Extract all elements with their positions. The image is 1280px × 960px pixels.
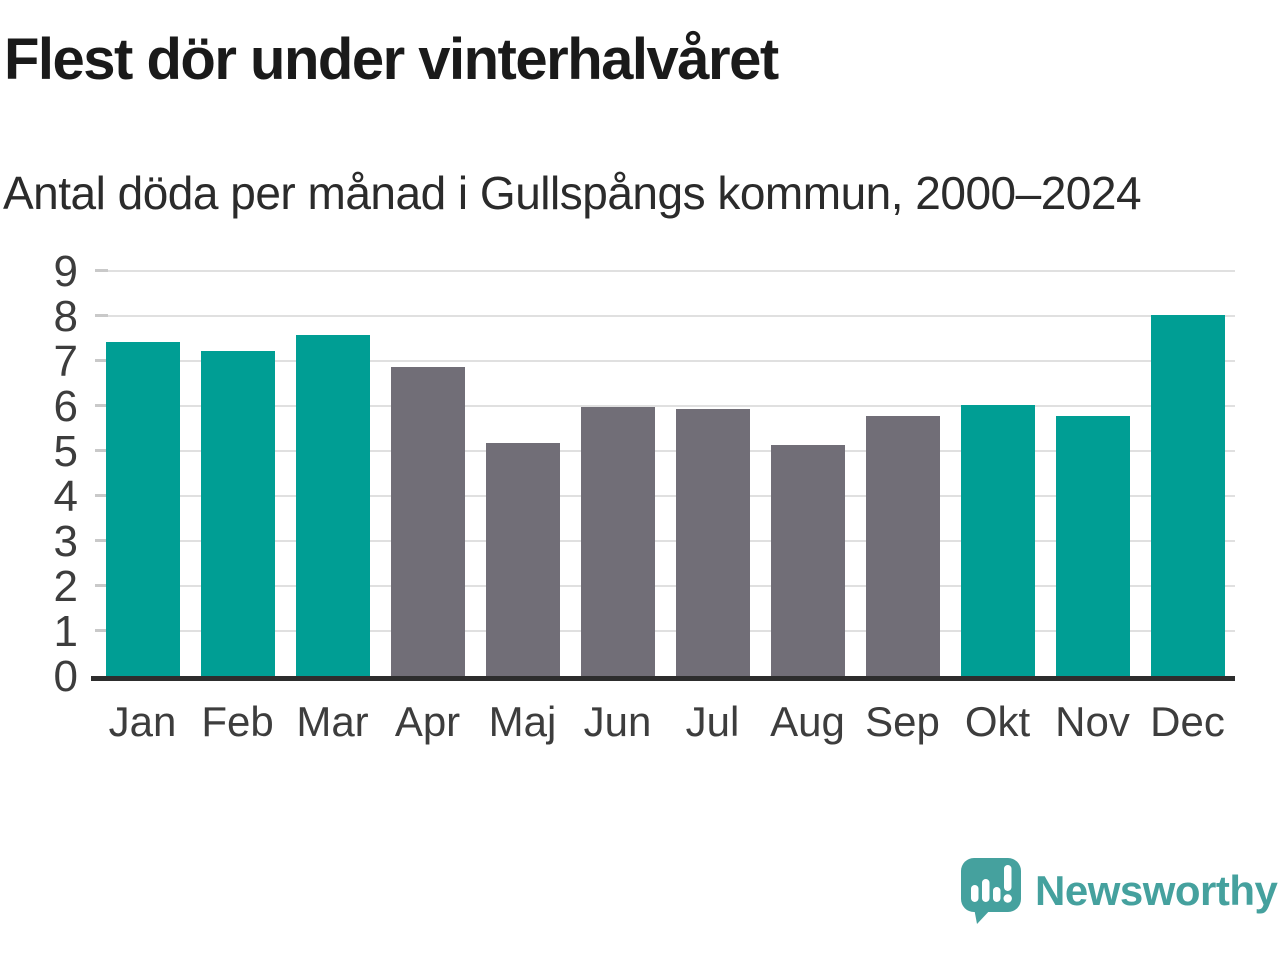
bar-aug: [770, 445, 845, 677]
bars-container: [95, 272, 1235, 677]
gridline-y6: [95, 405, 1235, 408]
bar-jul: [675, 409, 750, 677]
newsworthy-logo-text: Newsworthy: [1035, 867, 1278, 914]
y-tick-mark-8: [95, 314, 108, 317]
bar-okt: [960, 404, 1035, 677]
bar-slot-jul: [665, 272, 760, 677]
y-tick-label-1: 1: [53, 607, 78, 656]
y-tick-label-3: 3: [53, 517, 78, 567]
y-tick-label-8: 8: [53, 292, 78, 341]
bar-feb: [200, 350, 275, 677]
y-tick-label-4: 4: [53, 472, 78, 521]
y-tick-label-9: 9: [53, 247, 78, 296]
bar-jan: [105, 341, 180, 677]
x-tick-label-jul: Jul: [685, 698, 740, 745]
x-tick-label-mar: Mar: [296, 698, 369, 745]
bar-slot-sep: [855, 272, 950, 677]
y-tick-label-6: 6: [53, 382, 78, 432]
gridline-y7: [95, 360, 1235, 362]
y-tick-label-7: 7: [53, 337, 78, 386]
bar-slot-feb: [190, 272, 285, 677]
gridline-y5: [95, 450, 1235, 452]
x-tick-label-feb: Feb: [201, 698, 274, 745]
y-tick-mark-4: [95, 494, 108, 497]
bar-slot-okt: [950, 272, 1045, 677]
x-tick-label-jun: Jun: [583, 698, 652, 745]
y-tick-mark-1: [95, 629, 108, 632]
bar-slot-nov: [1045, 272, 1140, 677]
bar-dec: [1150, 314, 1225, 677]
gridline-y1: [95, 630, 1235, 632]
x-tick-label-aug: Aug: [770, 698, 845, 745]
newsworthy-logo: Newsworthy: [960, 858, 1278, 924]
bar-slot-maj: [475, 272, 570, 677]
gridline-y3: [95, 540, 1235, 543]
bar-maj: [485, 443, 560, 677]
gridline-y8: [95, 315, 1235, 317]
x-tick-label-nov: Nov: [1055, 698, 1130, 745]
bar-slot-jan: [95, 272, 190, 677]
x-tick-label-dec: Dec: [1150, 698, 1225, 745]
x-axis-tick-labels: Jan Feb Mar Apr Maj Jun Jul Aug Sep Okt Nov Dec: [95, 698, 1235, 746]
bar-apr: [390, 366, 465, 677]
bar-mar: [295, 335, 370, 677]
bar-slot-dec: [1140, 272, 1235, 677]
plot-area: [91, 269, 1235, 681]
x-tick-label-maj: Maj: [488, 698, 557, 745]
bar-slot-jun: [570, 272, 665, 677]
x-tick-label-jan: Jan: [108, 698, 177, 745]
y-tick-mark-5: [95, 449, 108, 452]
y-tick-mark-9: [95, 269, 108, 272]
x-tick-label-sep: Sep: [865, 698, 940, 745]
y-tick-mark-3: [95, 539, 108, 543]
bar-jun: [580, 407, 655, 677]
y-tick-mark-2: [95, 584, 108, 587]
x-tick-label-okt: Okt: [964, 698, 1031, 745]
gridline-y2: [95, 585, 1235, 587]
page-title: Flest dör under vinterhalvåret: [4, 27, 779, 92]
x-axis-line: [91, 676, 1235, 681]
gridline-y4: [95, 495, 1235, 497]
bar-slot-mar: [285, 272, 380, 677]
page-subtitle: Antal döda per månad i Gullspångs kommun…: [3, 167, 1142, 219]
bar-sep: [865, 416, 940, 677]
bar-slot-aug: [760, 272, 855, 677]
y-tick-label-2: 2: [53, 562, 78, 611]
bar-nov: [1055, 416, 1130, 677]
y-tick-mark-7: [95, 359, 108, 362]
gridline-y9: [95, 270, 1235, 272]
x-tick-label-apr: Apr: [394, 698, 461, 745]
y-tick-label-0: 0: [53, 652, 78, 701]
y-tick-mark-6: [95, 404, 108, 408]
newsworthy-speech-bubble-bar-chart-icon: [961, 858, 1021, 924]
y-tick-label-5: 5: [53, 427, 78, 476]
bar-slot-apr: [380, 272, 475, 677]
